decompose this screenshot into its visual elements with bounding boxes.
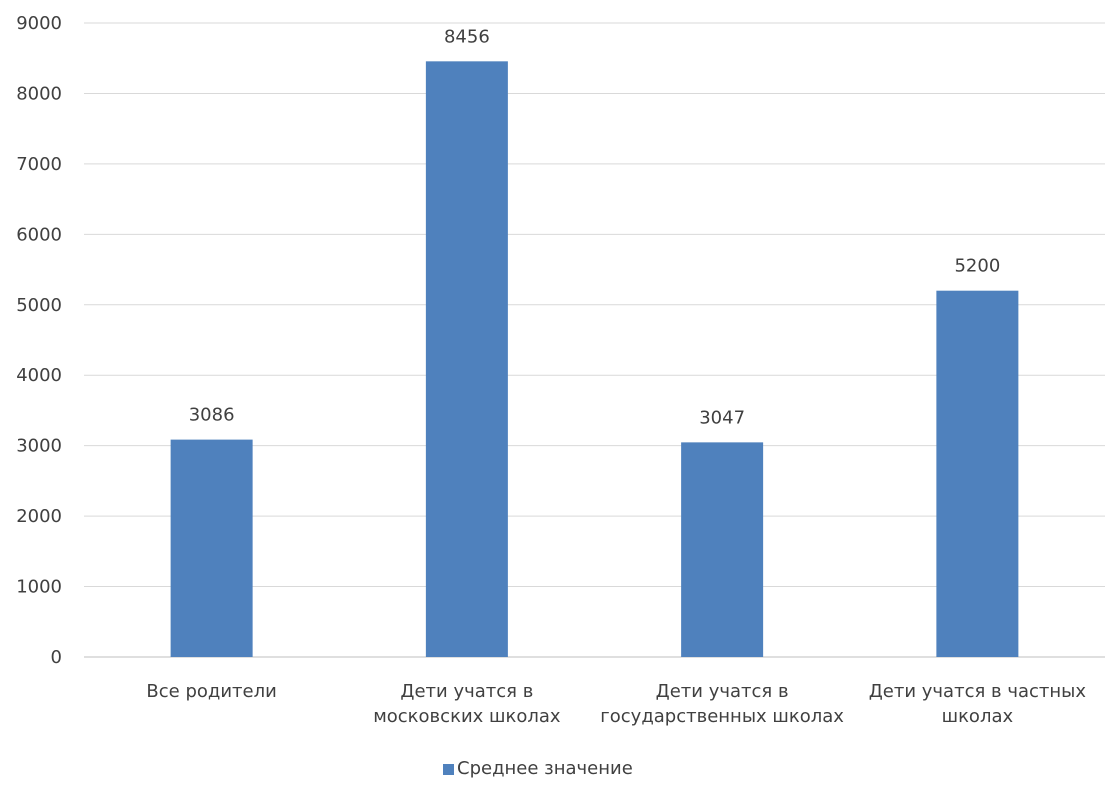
- data-labels: 3086 8456 3047 5200: [189, 26, 1001, 428]
- x-tick-label: Дети учатся в частных: [869, 681, 1087, 702]
- data-label: 3047: [699, 407, 745, 428]
- y-axis-ticks: 0 1000 2000 3000 4000 5000 6000 7000 8000 9000: [16, 13, 62, 668]
- y-tick-label: 6000: [16, 224, 62, 245]
- bar: [425, 61, 508, 657]
- x-tick-label: школах: [942, 706, 1014, 727]
- y-tick-label: 8000: [16, 83, 62, 104]
- bar: [936, 290, 1019, 657]
- data-label: 5200: [954, 256, 1000, 277]
- y-tick-label: 7000: [16, 154, 62, 175]
- x-tick-label: Дети учатся в: [656, 681, 789, 702]
- y-tick-label: 9000: [16, 13, 62, 34]
- x-tick-label: Дети учатся в: [400, 681, 533, 702]
- x-axis-ticks: Все родители Дети учатся в московских школ…: [146, 681, 1086, 727]
- x-tick-label: московских школах: [373, 706, 561, 727]
- data-label: 8456: [444, 26, 490, 47]
- legend-label: Среднее значение: [457, 758, 633, 779]
- legend: Среднее значение: [443, 758, 633, 779]
- bars: [170, 61, 1019, 657]
- x-tick-label: Все родители: [146, 681, 276, 702]
- y-tick-label: 2000: [16, 506, 62, 527]
- y-tick-label: 4000: [16, 365, 62, 386]
- bar: [170, 439, 253, 657]
- y-tick-label: 3000: [16, 436, 62, 457]
- y-tick-label: 0: [51, 647, 62, 668]
- legend-swatch: [443, 764, 454, 775]
- bar: [681, 442, 764, 657]
- y-tick-label: 5000: [16, 295, 62, 316]
- gridlines: [84, 22, 1105, 658]
- data-label: 3086: [189, 405, 235, 426]
- x-tick-label: государственных школах: [600, 706, 844, 727]
- y-tick-label: 1000: [16, 577, 62, 598]
